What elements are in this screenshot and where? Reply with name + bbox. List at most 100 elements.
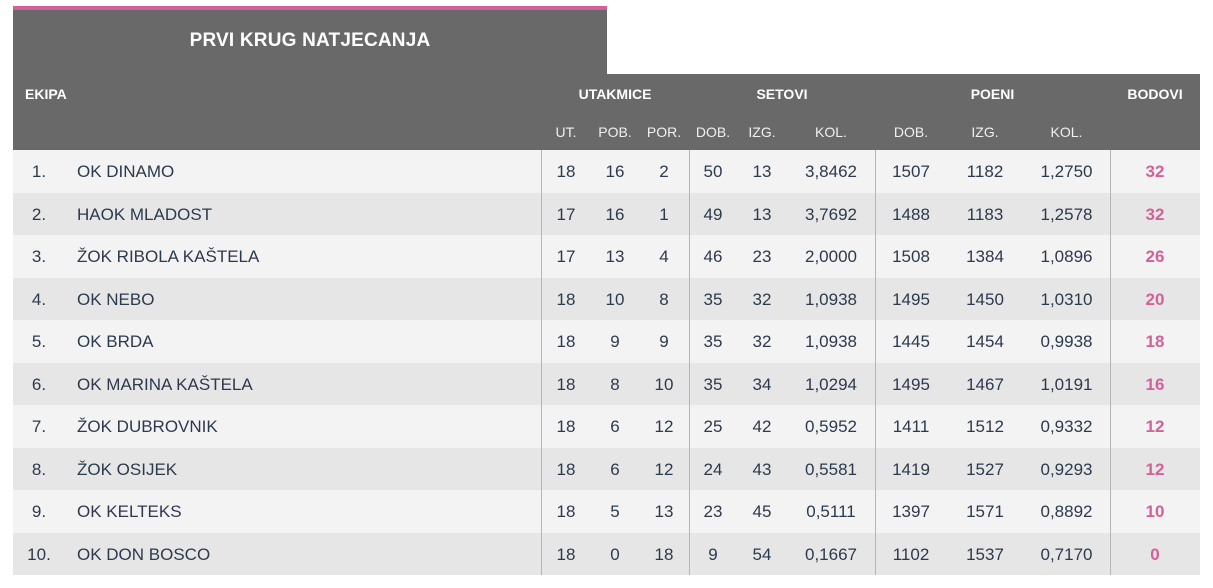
points-ratio-cell: 0,7170	[1040, 544, 1093, 564]
points-ratio-cell: 1,2750	[1040, 162, 1093, 181]
subheader-sets-lost: IZG.	[748, 124, 776, 140]
points-lost-cell: 1467	[966, 374, 1004, 394]
sets-won-cell: 35	[703, 332, 723, 351]
standing-points-cell: 12	[1145, 417, 1165, 436]
lost-cell: 8	[659, 289, 669, 309]
played-cell: 18	[556, 332, 576, 351]
sets-won-cell: 9	[708, 544, 718, 564]
sets-ratio-cell: 1,0294	[805, 374, 857, 394]
lost-cell: 1	[659, 204, 669, 224]
won-cell: 6	[610, 417, 620, 436]
sets-ratio-cell: 3,7692	[805, 204, 857, 224]
header-team: EKIPA	[25, 86, 67, 102]
lost-cell: 2	[659, 162, 669, 181]
team-name: OK BRDA	[77, 332, 154, 351]
rank-cell: 6.	[31, 374, 47, 394]
sets-lost-cell: 54	[752, 544, 772, 564]
points-lost-cell: 1384	[966, 247, 1004, 266]
won-cell: 9	[610, 332, 620, 351]
sets-lost-cell: 43	[752, 459, 772, 479]
table-row: 1. OK DINAMO 18 16 2 50 13 3,8462 1507 1182 1,2750…	[13, 150, 1200, 193]
subheader-sets-won: DOB.	[695, 124, 731, 140]
sets-won-cell: 49	[703, 204, 723, 224]
column-divider	[875, 150, 876, 575]
points-ratio-cell: 1,0896	[1040, 247, 1093, 266]
subheader-sets-ratio: KOL.	[815, 124, 847, 140]
rank-cell: 5.	[31, 332, 47, 351]
table-row: 8. ŽOK OSIJEK 18 6 12 24 43 0,5581 1419 1527 0,929…	[13, 447, 1200, 490]
sets-ratio-cell: 2,0000	[805, 247, 857, 266]
lost-cell: 9	[659, 332, 669, 351]
standing-points-cell: 20	[1145, 289, 1165, 309]
header-sets: SETOVI	[756, 86, 808, 102]
played-cell: 18	[556, 502, 576, 521]
points-lost-cell: 1182	[966, 162, 1004, 181]
rank-cell: 1.	[31, 162, 47, 181]
points-won-cell: 1495	[892, 289, 930, 309]
points-won-cell: 1508	[892, 247, 930, 266]
sets-won-cell: 46	[703, 247, 723, 266]
subheader-played: UT.	[555, 124, 577, 140]
sets-lost-cell: 23	[752, 247, 772, 266]
sets-ratio-cell: 1,0938	[805, 332, 857, 351]
standing-points-cell: 18	[1145, 332, 1165, 351]
table-title: PRVI KRUG NATJECANJA	[189, 30, 431, 51]
lost-cell: 13	[654, 502, 674, 521]
table-row: 4. OK NEBO 18 10 8 35 32 1,0938 1495 1450 1,0310 20	[13, 277, 1200, 320]
lost-cell: 12	[654, 417, 674, 436]
standing-points-cell: 12	[1145, 459, 1165, 479]
team-name: HAOK MLADOST	[77, 204, 213, 224]
sets-lost-cell: 13	[752, 162, 772, 181]
points-ratio-cell: 0,9332	[1040, 417, 1093, 436]
table-row: 3. ŽOK RIBOLA KAŠTELA 17 13 4 46 23 2,0000 1508 1…	[13, 235, 1200, 278]
standing-points-cell: 32	[1145, 162, 1165, 181]
won-cell: 0	[610, 544, 620, 564]
won-cell: 8	[610, 374, 620, 394]
points-ratio-cell: 0,9938	[1040, 332, 1093, 351]
column-divider	[689, 150, 690, 575]
header-standing-points: BODOVI	[1127, 86, 1183, 102]
sets-ratio-cell: 0,5581	[805, 459, 857, 479]
table-row: 6. OK MARINA KAŠTELA 18 8 10 35 34 1,0294 1495 14…	[13, 362, 1200, 405]
played-cell: 17	[556, 204, 576, 224]
points-ratio-cell: 1,0191	[1040, 374, 1093, 394]
points-ratio-cell: 0,8892	[1040, 502, 1093, 521]
points-lost-cell: 1527	[966, 459, 1004, 479]
team-name: OK NEBO	[77, 289, 155, 309]
standing-points-cell: 0	[1150, 544, 1160, 564]
won-cell: 5	[610, 502, 620, 521]
table-row: 7. ŽOK DUBROVNIK 18 6 12 25 42 0,5952 1411 1512 0,…	[13, 405, 1200, 448]
points-won-cell: 1411	[892, 417, 930, 436]
lost-cell: 4	[659, 247, 669, 266]
sets-lost-cell: 45	[752, 502, 772, 521]
played-cell: 17	[556, 247, 576, 266]
played-cell: 18	[556, 162, 576, 181]
points-lost-cell: 1454	[966, 332, 1004, 351]
sets-ratio-cell: 0,5111	[806, 502, 856, 521]
points-won-cell: 1507	[892, 162, 930, 181]
team-name: ŽOK RIBOLA KAŠTELA	[77, 247, 260, 266]
points-ratio-cell: 0,9293	[1040, 459, 1093, 479]
points-won-cell: 1397	[892, 502, 930, 521]
sets-won-cell: 35	[703, 289, 723, 309]
played-cell: 18	[556, 544, 576, 564]
standing-points-cell: 26	[1145, 247, 1165, 266]
sets-lost-cell: 32	[752, 289, 772, 309]
team-name: OK DINAMO	[77, 162, 175, 181]
standing-points-cell: 16	[1145, 374, 1165, 394]
sets-won-cell: 24	[703, 459, 723, 479]
points-lost-cell: 1183	[966, 204, 1004, 224]
points-won-cell: 1488	[892, 204, 930, 224]
points-won-cell: 1445	[892, 332, 930, 351]
won-cell: 13	[605, 247, 625, 266]
header-points: POENI	[970, 86, 1015, 102]
won-cell: 16	[605, 162, 625, 181]
won-cell: 10	[605, 289, 625, 309]
team-name: OK MARINA KAŠTELA	[77, 374, 253, 394]
table-row: 10. OK DON BOSCO 18 0 18 9 54 0,1667 1102 1537 0,7…	[13, 532, 1200, 575]
standing-points-cell: 10	[1145, 502, 1165, 521]
standings-table-body: 1. OK DINAMO 18 16 2 50 13 3,8462 1507 1182 1,2750…	[13, 150, 1200, 575]
sets-won-cell: 50	[703, 162, 723, 181]
lost-cell: 10	[654, 374, 674, 394]
team-name: ŽOK DUBROVNIK	[77, 417, 218, 436]
